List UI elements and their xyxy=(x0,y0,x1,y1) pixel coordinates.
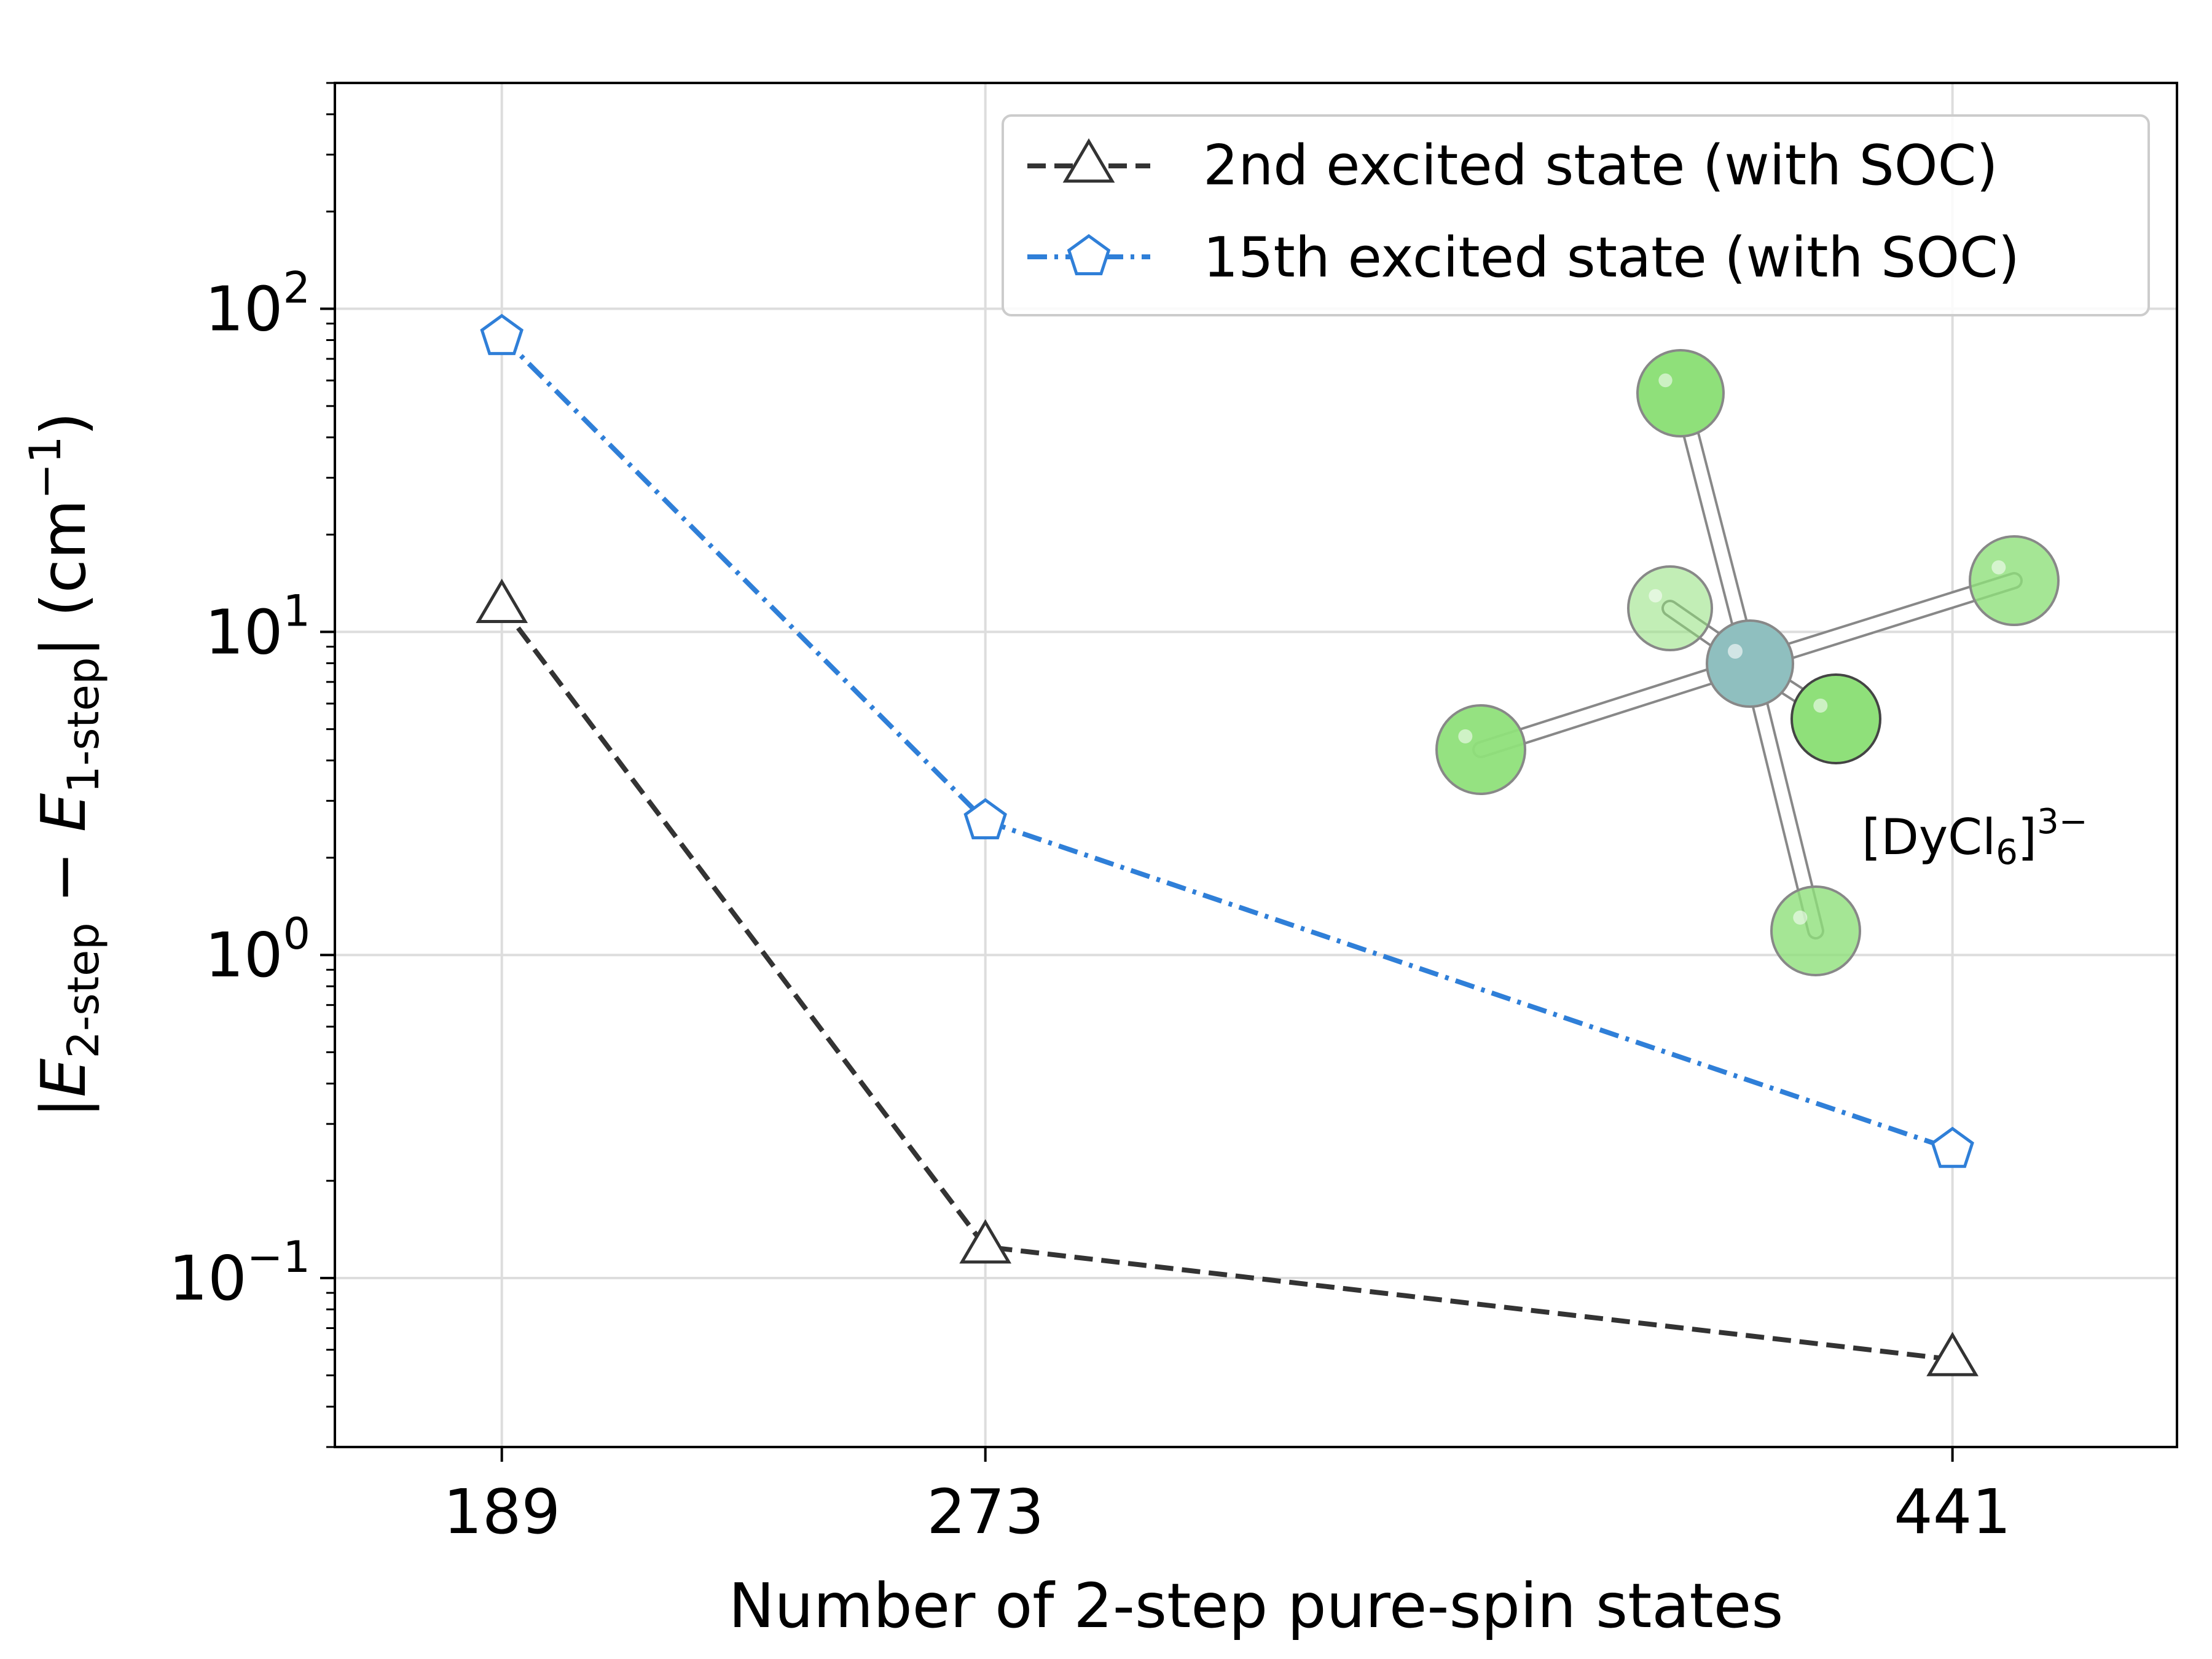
cl-atom-highlight-5 xyxy=(1793,910,1808,925)
legend-label-series-1: 2nd excited state (with SOC) xyxy=(1203,133,1998,198)
legend-items xyxy=(1027,138,1150,276)
bond-1 xyxy=(1674,387,1756,670)
legend-box xyxy=(1002,114,2150,316)
cl-atom-6 xyxy=(1790,673,1881,764)
bond-5 xyxy=(1744,657,1822,937)
x-tick-label-1: 189 xyxy=(443,1476,560,1548)
y-axis-label: |E2-step − E1-step| (cm−1) xyxy=(20,412,109,1118)
cl-atom-1 xyxy=(1636,349,1725,437)
y-tick-label-3: 101 xyxy=(205,586,310,668)
legend: 2nd excited state (with SOC) 15th excite… xyxy=(1002,114,2150,316)
cl-atom-highlight-4 xyxy=(1458,729,1473,743)
cl-atom-highlight-3 xyxy=(1991,560,2006,575)
plot-frame xyxy=(334,82,2178,1448)
series-2-point-1 xyxy=(480,313,524,355)
y-tick-label-4: 102 xyxy=(205,263,310,345)
series-1-point-1 xyxy=(476,578,528,624)
legend-swatch-marker-2 xyxy=(1067,233,1111,276)
dy-atom xyxy=(1706,619,1794,708)
legend-swatch-marker-1 xyxy=(1062,138,1115,183)
x-axis-label: Number of 2-step pure-spin states xyxy=(729,1570,1784,1642)
cl-atom-highlight-6 xyxy=(1813,698,1828,713)
series-2-point-3 xyxy=(1931,1126,1974,1168)
dy-atom-highlight xyxy=(1728,644,1743,659)
bond-4 xyxy=(1475,657,1756,756)
x-tick-label-2: 273 xyxy=(927,1476,1044,1548)
molecule-atoms xyxy=(1435,349,2060,976)
y-tick-label-2: 100 xyxy=(205,909,310,991)
series-2-line xyxy=(500,335,1953,1152)
bond-3 xyxy=(1744,575,2020,670)
cl-atom-4 xyxy=(1435,704,1526,795)
molecule-inset: [DyCl6]3− xyxy=(1435,349,2088,976)
series-1-point-2 xyxy=(959,1219,1012,1264)
cl-atom-3 xyxy=(1969,535,2060,626)
series-2-point-2 xyxy=(963,798,1007,840)
legend-label-series-2: 15th excited state (with SOC) xyxy=(1203,226,2020,290)
series-layer xyxy=(476,313,1979,1376)
cl-atom-5 xyxy=(1770,885,1861,976)
ticks: 189 273 441 10−1 100 101 102 xyxy=(169,82,2011,1548)
series-1-point-3 xyxy=(1926,1332,1979,1376)
cl-atom-highlight-1 xyxy=(1658,373,1673,388)
series-1-line xyxy=(500,605,1953,1362)
cl-atom-2 xyxy=(1627,565,1713,651)
molecule-label: [DyCl6]3− xyxy=(1862,802,2088,873)
x-tick-label-3: 441 xyxy=(1894,1476,2011,1548)
y-tick-label-1: 10−1 xyxy=(169,1232,310,1314)
cl-atom-highlight-2 xyxy=(1649,589,1663,603)
